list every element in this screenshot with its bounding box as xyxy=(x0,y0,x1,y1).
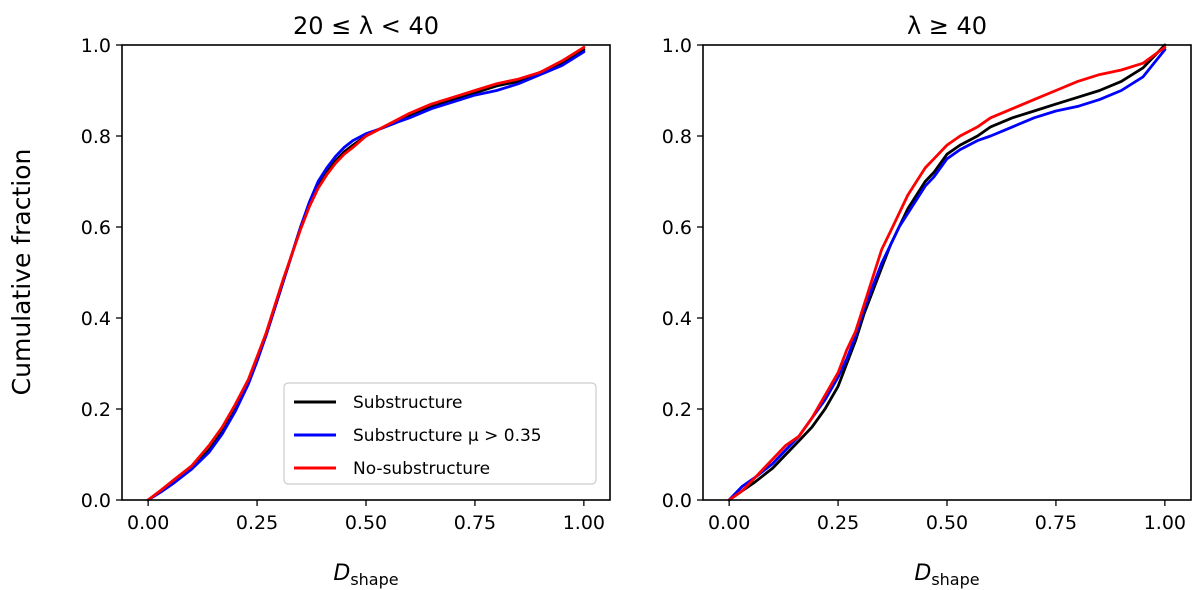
left-series-line-1 xyxy=(146,50,586,502)
legend-label-1: Substructure μ > 0.35 xyxy=(353,426,542,446)
legend-label-0: Substructure xyxy=(353,393,463,413)
right-x-tick-label: 0.50 xyxy=(926,512,968,534)
right-x-tick-label: 0.00 xyxy=(708,512,750,534)
legend-label-2: No-substructure xyxy=(353,459,490,479)
panel-left-x-axis-label: Dshape xyxy=(333,561,398,589)
left-x-tick-label: 0.50 xyxy=(345,512,387,534)
left-y-tick-label: 0.4 xyxy=(81,308,111,330)
right-x-tick-label: 0.25 xyxy=(817,512,859,534)
right-x-tick-label: 0.75 xyxy=(1035,512,1077,534)
left-series-line-2 xyxy=(146,45,586,502)
left-y-tick-label: 0.0 xyxy=(81,490,111,512)
left-x-tick-label: 0.00 xyxy=(127,512,169,534)
panel-left-title: 20 ≤ λ < 40 xyxy=(293,12,439,40)
right-series-line-2 xyxy=(727,45,1167,502)
panel-right-title: λ ≥ 40 xyxy=(907,12,987,40)
panel-left-plot-area: 0.00 0.25 0.50 0.75 1.00 0.0 0.2 0.4 0.6 0.8 1.0 xyxy=(81,35,611,534)
right-y-tick-label: 0.2 xyxy=(662,399,692,421)
left-y-tick-label: 1.0 xyxy=(81,35,111,57)
panel-right: λ ≥ 40 0.00 0.25 0.50 0.75 1.000.00.20.40.60… xyxy=(662,12,1192,589)
legend: Substructure Substructure μ > 0.35 No-subs… xyxy=(283,382,597,485)
right-y-tick-label: 1.0 xyxy=(662,35,692,57)
right-series-line-0 xyxy=(727,43,1167,502)
right-x-tick-label: 1.00 xyxy=(1144,512,1186,534)
right-y-tick-label: 0.6 xyxy=(662,217,692,239)
right-y-tick-label: 0.4 xyxy=(662,308,692,330)
right-series-line-1 xyxy=(727,48,1167,502)
right-y-tick-label: 0.8 xyxy=(662,126,692,148)
left-y-tick-label: 0.6 xyxy=(81,217,111,239)
left-x-tick-label: 1.00 xyxy=(563,512,605,534)
panel-left: 20 ≤ λ < 40 0.00 0.25 0.50 0.75 1.000.00.20.… xyxy=(81,12,611,589)
left-x-tick-label: 0.75 xyxy=(454,512,496,534)
right-axes-frame xyxy=(702,44,1192,501)
y-axis-label: Cumulative fraction xyxy=(7,149,36,396)
left-y-tick-label: 0.2 xyxy=(81,399,111,421)
left-x-tick-label: 0.25 xyxy=(236,512,278,534)
left-y-tick-label: 0.8 xyxy=(81,126,111,148)
right-y-tick-label: 0.0 xyxy=(662,490,692,512)
panel-right-x-axis-label: Dshape xyxy=(914,561,979,589)
legend-frame xyxy=(283,382,597,485)
panel-right-plot-area: 0.00 0.25 0.50 0.75 1.00 0.0 0.2 0.4 0.6 0.8 1.0 xyxy=(662,35,1192,534)
